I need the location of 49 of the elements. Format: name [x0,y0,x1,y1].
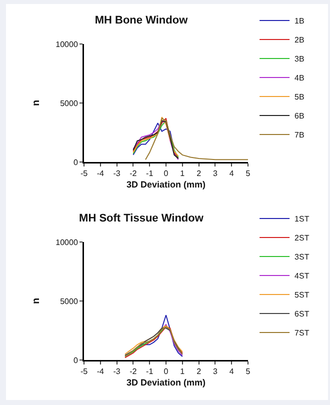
x-tick-label: 0 [164,169,169,178]
x-tick-label: 2 [196,367,202,376]
legend-label: 2ST [294,234,310,243]
y-axis-title: n [30,298,42,304]
legend-label: 5B [294,92,304,102]
y-tick-label: 10000 [56,238,78,247]
line-series [145,118,248,160]
chart-title: MH Bone Window [94,14,188,27]
chart-title: MH Soft Tissue Window [79,212,204,225]
x-tick-label: 4 [229,367,234,376]
x-tick-label: -2 [130,169,138,178]
x-tick-label: 5 [246,367,251,376]
y-tick-label: 0 [73,158,78,167]
legend-label: 3ST [294,252,310,262]
x-tick-label: 1 [180,169,186,178]
legend-label: 6ST [294,310,310,319]
x-tick-label: -5 [80,367,88,376]
x-tick-label: -4 [96,169,104,178]
x-tick-label: -1 [146,169,154,178]
legend-label: 1B [294,16,304,26]
x-tick-label: -2 [130,367,138,376]
y-tick-label: 0 [73,356,78,365]
x-axis-title: 3D Deviation (mm) [126,378,206,388]
legend-label: 4ST [294,272,310,281]
x-tick-label: -3 [113,169,121,178]
legend-label: 4B [294,74,304,83]
x-tick-label: -1 [146,367,154,376]
x-tick-label: 5 [246,169,251,178]
x-axis-title: 3D Deviation (mm) [126,180,206,190]
y-tick-label: 5000 [60,296,78,306]
x-tick-label: 4 [229,169,234,178]
x-tick-label: 0 [164,367,169,376]
x-tick-label: 1 [180,367,186,376]
legend-label: 2B [294,36,304,45]
x-tick-label: 2 [196,169,202,178]
y-axis-title: n [30,100,42,106]
legend-label: 7ST [294,328,310,338]
x-tick-label: -3 [113,367,121,376]
legend-label: 7B [294,130,304,140]
legend-label: 1ST [294,214,310,224]
legend-label: 3B [294,54,304,64]
x-tick-label: -4 [96,367,104,376]
x-tick-label: 3 [212,169,218,178]
legend-label: 6B [294,112,304,121]
x-tick-label: 3 [212,367,218,376]
y-tick-label: 10000 [56,40,78,49]
x-tick-label: -5 [80,169,88,178]
legend-label: 5ST [294,290,310,300]
y-tick-label: 5000 [60,98,78,108]
